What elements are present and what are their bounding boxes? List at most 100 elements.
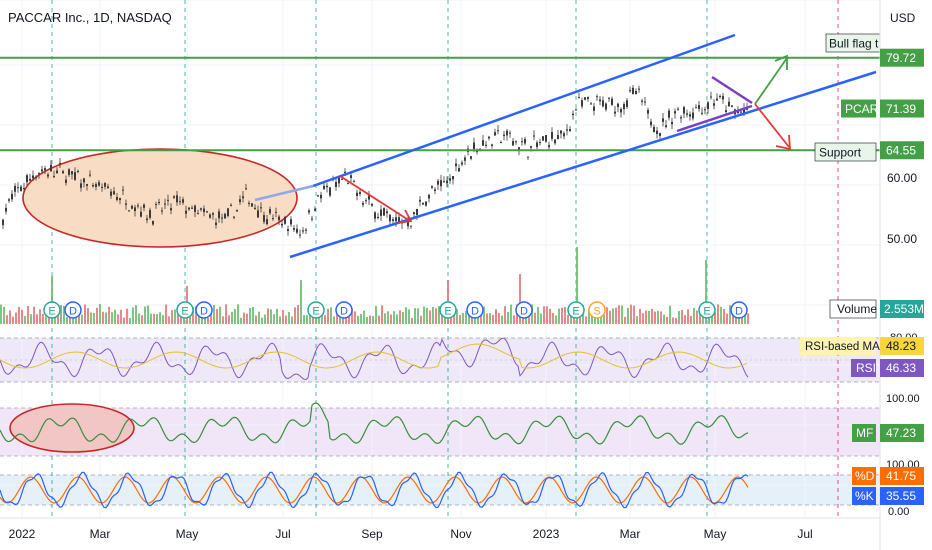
price-tick-label: 50.00 — [887, 232, 917, 246]
candle-body — [131, 205, 133, 209]
pullback-arrow — [339, 175, 411, 222]
pullback-arrowhead — [397, 209, 413, 224]
candle-body — [17, 187, 19, 189]
volume-bar — [228, 315, 230, 324]
volume-bar — [252, 307, 254, 324]
candle-body — [44, 168, 46, 171]
volume-bar — [420, 315, 422, 324]
volume-bar — [630, 304, 632, 324]
rsi-line — [0, 337, 749, 381]
candle-body — [164, 203, 166, 205]
candle-body — [260, 207, 262, 209]
candle-body — [128, 210, 130, 212]
volume-bar — [255, 315, 257, 324]
candle-body — [266, 219, 268, 225]
volume-bar — [612, 308, 614, 324]
volume-bar — [105, 312, 107, 324]
volume-bar — [687, 309, 689, 324]
candle-body — [218, 211, 220, 219]
candle-body — [695, 107, 697, 109]
candle-body — [347, 183, 349, 185]
candle-body — [35, 177, 37, 179]
volume-bar — [378, 315, 380, 324]
volume-bar — [393, 311, 395, 324]
price-axis[interactable]: USD — [879, 0, 916, 550]
volume-bar — [465, 311, 467, 324]
mf-axis-top: 100.00 — [886, 393, 920, 405]
candle-body — [470, 156, 472, 159]
candle-body — [20, 186, 22, 191]
candle-body — [419, 199, 421, 202]
event-marker-label: E — [48, 306, 55, 318]
volume-bar — [606, 307, 608, 324]
candle-body — [110, 191, 112, 196]
volume-bar — [132, 307, 134, 324]
candle-body — [620, 108, 622, 113]
candle-body — [605, 103, 607, 110]
volume-bar — [372, 316, 374, 324]
candle-body — [335, 181, 337, 187]
event-marker — [64, 301, 82, 319]
candle-body — [146, 218, 148, 221]
volume-bar — [3, 306, 5, 324]
channel-lower — [289, 70, 877, 259]
volume-bar — [54, 314, 56, 324]
volume-bar — [552, 313, 554, 324]
candle-body — [14, 185, 16, 192]
event-marker-label: D — [69, 306, 77, 318]
rsi-pane — [0, 337, 749, 381]
event-marker-label: E — [703, 306, 710, 318]
candle-body — [308, 210, 310, 213]
volume-bar — [195, 306, 197, 324]
volume-bar — [588, 308, 590, 324]
candle-body — [656, 130, 658, 134]
rsi-label: RSI 46.33 — [851, 359, 924, 377]
volume-bar — [27, 305, 29, 324]
candle-body — [551, 132, 553, 139]
volume-bar — [192, 307, 194, 324]
candle-body — [458, 168, 460, 172]
time-axis-label: Mar — [620, 527, 641, 541]
volume-bar — [639, 308, 641, 324]
candle-body — [155, 204, 157, 206]
candle-body — [230, 204, 232, 206]
volume-bar — [435, 308, 437, 324]
candle-body — [29, 178, 31, 181]
volume-bar — [51, 276, 53, 324]
bear-arrow — [754, 103, 790, 148]
volume-bar — [429, 310, 431, 324]
volume-bar — [627, 308, 629, 324]
candle-body — [371, 203, 373, 206]
candle-body — [254, 207, 256, 210]
candle-body — [191, 207, 193, 209]
channel-upper — [312, 33, 736, 188]
volume-bar — [681, 309, 683, 324]
candle-body — [596, 96, 598, 98]
candle-body — [608, 97, 610, 99]
volume-bar — [330, 307, 332, 324]
candle-body — [113, 191, 115, 195]
candle-body — [272, 218, 274, 220]
candle-body — [461, 162, 463, 165]
candle-body — [488, 136, 490, 139]
support-label: Support — [819, 146, 862, 160]
candle-body — [329, 187, 331, 196]
volume-bar — [483, 306, 485, 324]
time-axis-label: Jul — [797, 527, 812, 541]
volume-bar — [549, 308, 551, 324]
candle-body — [485, 144, 487, 146]
volume-bar — [510, 304, 512, 324]
candle-body — [221, 217, 223, 219]
volume-bar — [39, 309, 41, 324]
candle-body — [554, 139, 556, 144]
volume-bar — [417, 308, 419, 324]
volume-bar — [387, 311, 389, 324]
candle-body — [83, 178, 85, 183]
candle-body — [440, 180, 442, 187]
candle-body — [521, 141, 523, 143]
candle-body — [23, 187, 25, 190]
price-badge-value: 64.55 — [886, 144, 916, 158]
candle-body — [629, 90, 631, 92]
